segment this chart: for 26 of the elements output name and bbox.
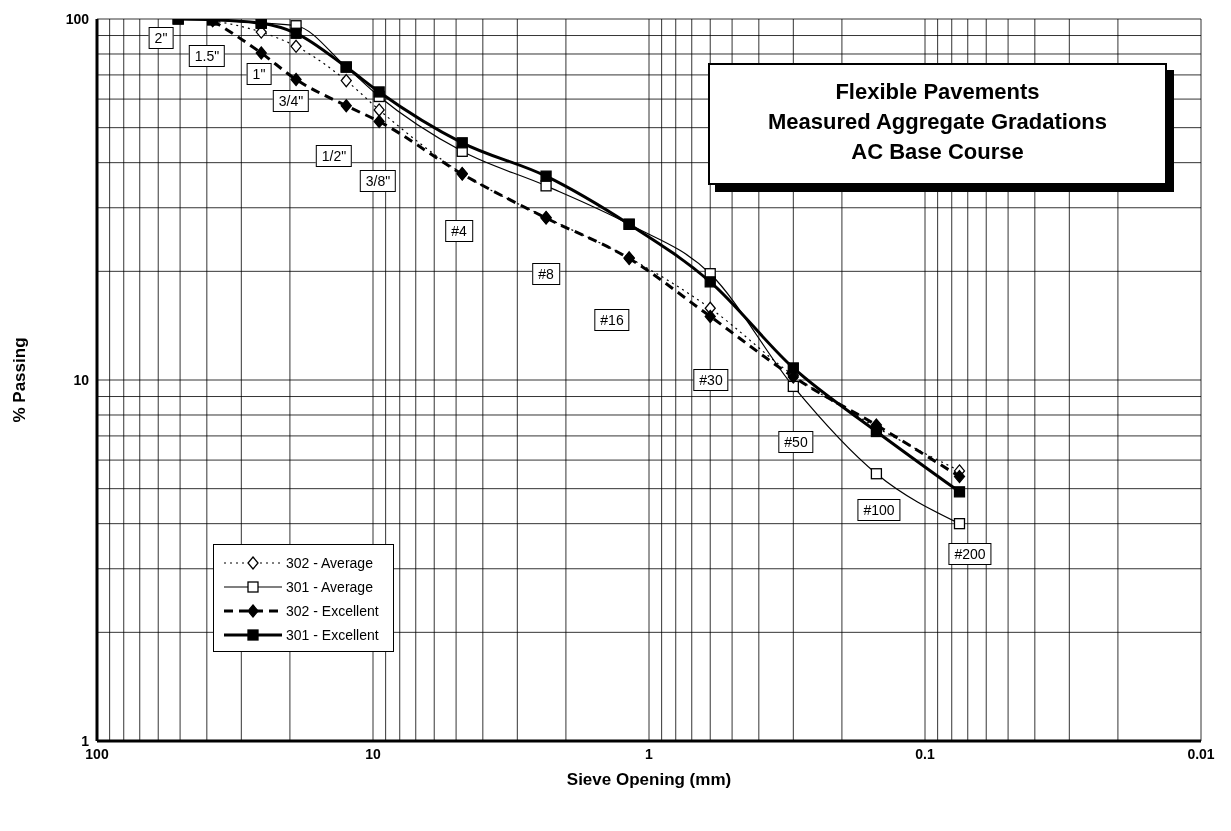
x-tick-label: 0.1 xyxy=(915,745,935,762)
annotation: #8 xyxy=(532,263,560,285)
y-tick-label: 10 xyxy=(73,371,90,388)
annotation: 1" xyxy=(246,63,272,85)
x-axis-title: Sieve Opening (mm) xyxy=(565,770,733,790)
annotation: #50 xyxy=(778,431,814,453)
annotation: #100 xyxy=(857,499,901,521)
text: Flexible Pavements Measured Aggregate Gradations AC Base Course xyxy=(766,78,1108,166)
annotation: 2" xyxy=(148,27,174,49)
legend-label: 301 - Excellent xyxy=(286,627,379,643)
legend-label: 302 - Excellent xyxy=(286,603,379,619)
annotation: #200 xyxy=(948,543,992,565)
annotation: #30 xyxy=(693,369,729,391)
x-tick-label: 0.01 xyxy=(1187,745,1215,762)
legend-label: 302 - Average xyxy=(286,555,373,571)
annotation: 1/2" xyxy=(315,145,353,167)
legend-label: 301 - Average xyxy=(286,579,373,595)
x-tick-label: 1 xyxy=(645,745,654,762)
y-axis-title: % Passing xyxy=(10,337,30,423)
annotation: 3/4" xyxy=(272,90,310,112)
annotation: 3/8" xyxy=(359,170,397,192)
annotation: #4 xyxy=(445,220,473,242)
annotation: 1.5" xyxy=(188,45,226,67)
y-tick-label: 100 xyxy=(65,10,90,27)
x-tick-label: 10 xyxy=(365,745,381,762)
annotation: #16 xyxy=(594,309,630,331)
